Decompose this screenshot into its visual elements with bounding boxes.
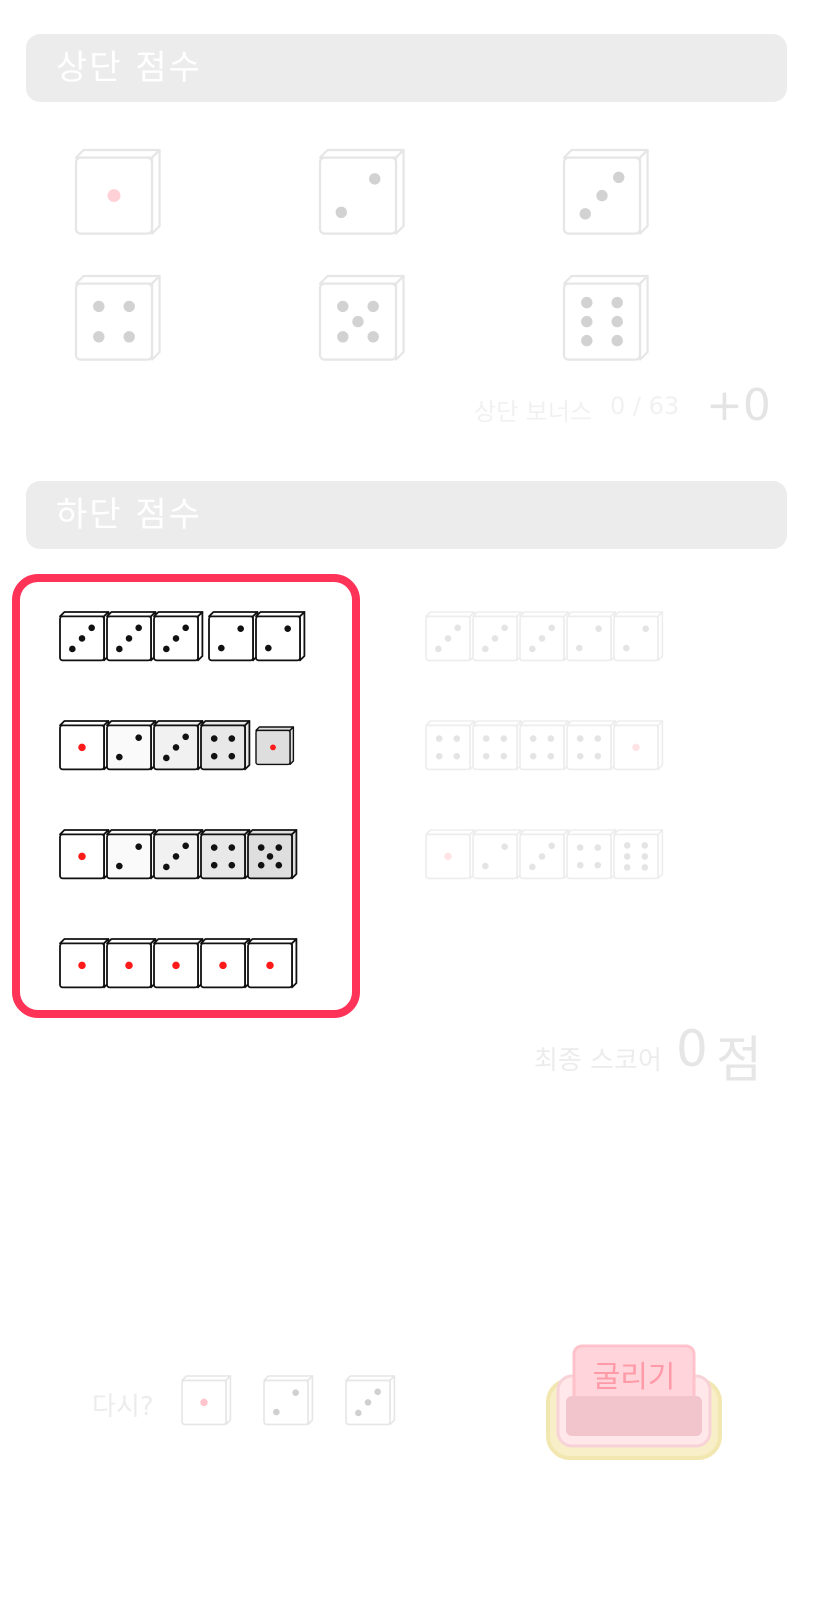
die-one-icon — [613, 720, 664, 771]
upper-bonus-label: 상단 보너스 — [474, 398, 593, 426]
die-three-icon — [345, 1375, 396, 1426]
roll-button-label: 굴리기 — [592, 1360, 676, 1395]
die-one-icon — [425, 829, 476, 880]
upper-bonus-count: 0 / 63 — [610, 392, 680, 420]
die-three-icon — [59, 611, 110, 662]
die-six-icon — [613, 829, 664, 880]
selected-categories-highlight — [12, 574, 360, 1018]
roll-button[interactable]: 굴리기 — [544, 1340, 724, 1464]
die-five-icon — [247, 829, 298, 880]
die-five-icon — [318, 274, 405, 361]
die-two-icon — [318, 148, 405, 235]
die-two-icon — [106, 720, 157, 771]
upper-category-ones[interactable] — [74, 148, 164, 244]
upper-bonus-value: +0 — [706, 380, 771, 431]
final-score-unit: 점 — [716, 1031, 762, 1089]
die-two-icon — [255, 611, 306, 662]
reroll-label: 다시? — [92, 1392, 154, 1422]
die-one-icon — [255, 726, 295, 766]
die-two-icon — [106, 829, 157, 880]
reroll-die-2[interactable] — [262, 1374, 316, 1430]
die-six-icon — [562, 274, 649, 361]
die-three-icon — [562, 148, 649, 235]
die-three-icon — [153, 829, 204, 880]
die-four-icon — [472, 720, 523, 771]
die-three-icon — [519, 829, 570, 880]
die-one-icon — [200, 938, 251, 989]
die-four-icon — [200, 829, 251, 880]
die-two-icon — [566, 611, 617, 662]
upper-category-fours[interactable] — [74, 274, 164, 370]
upper-category-threes[interactable] — [562, 148, 652, 244]
die-one-icon — [59, 720, 110, 771]
die-three-icon — [519, 611, 570, 662]
upper-category-twos[interactable] — [318, 148, 408, 244]
die-three-icon — [106, 611, 157, 662]
die-two-icon — [613, 611, 664, 662]
reroll-die-1[interactable] — [180, 1374, 234, 1430]
final-score-label: 최종 스코어 — [534, 1046, 662, 1076]
die-three-icon — [472, 611, 523, 662]
die-four-icon — [519, 720, 570, 771]
die-one-icon — [181, 1375, 232, 1426]
die-one-icon — [247, 938, 298, 989]
die-four-icon — [425, 720, 476, 771]
die-four-icon — [566, 720, 617, 771]
reroll-die-3[interactable] — [344, 1374, 398, 1430]
roll-button-graphic — [546, 1344, 722, 1460]
die-two-icon — [208, 611, 259, 662]
die-three-icon — [425, 611, 476, 662]
die-four-icon — [566, 829, 617, 880]
die-four-icon — [74, 274, 161, 361]
final-score-value: 0 — [676, 1020, 708, 1078]
die-one-icon — [153, 938, 204, 989]
die-two-icon — [263, 1375, 314, 1426]
die-three-icon — [153, 611, 204, 662]
die-one-icon — [74, 148, 161, 235]
die-three-icon — [153, 720, 204, 771]
die-one-icon — [59, 829, 110, 880]
die-two-icon — [472, 829, 523, 880]
die-one-icon — [106, 938, 157, 989]
lower-section-header: 하단 점수 — [26, 481, 787, 549]
upper-category-fives[interactable] — [318, 274, 408, 370]
upper-category-sixes[interactable] — [562, 274, 652, 370]
upper-section-header: 상단 점수 — [26, 34, 787, 102]
die-four-icon — [200, 720, 251, 771]
die-one-icon — [59, 938, 110, 989]
